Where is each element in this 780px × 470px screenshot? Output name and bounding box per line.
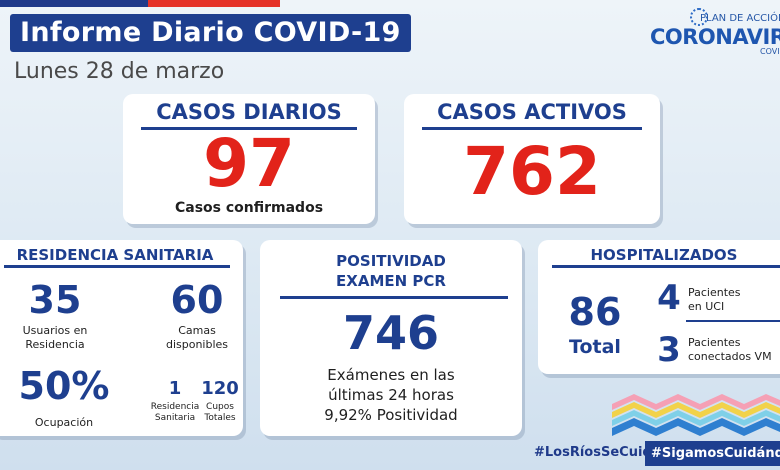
usuarios-value: 35	[28, 278, 82, 322]
casos-diarios-card: CASOS DIARIOS 97 Casos confirmados	[123, 94, 375, 224]
camas-value: 60	[170, 278, 224, 322]
positividad-title-2: EXAMEN PCR	[336, 272, 446, 290]
hospitalizados-card: HOSPITALIZADOS 86 Total 4 Pacientes en U…	[538, 240, 780, 374]
residencias-label-2: Sanitaria	[154, 413, 196, 423]
cupos-value: 120	[201, 378, 239, 399]
casos-diarios-title: CASOS DIARIOS	[156, 100, 342, 124]
positividad-line-2: últimas 24 horas	[328, 386, 454, 404]
cupos-label-2: Totales	[204, 413, 236, 423]
hospitalizados-total-label: Total	[569, 336, 621, 358]
report-date: Lunes 28 de marzo	[14, 59, 225, 84]
uci-value: 4	[657, 278, 681, 318]
camas-label-2: disponibles	[165, 338, 229, 351]
coronavirus-logo: PLAN DE ACCIÓN CORONAVIRUS COVID	[650, 8, 780, 58]
usuarios-label-1: Usuarios en	[22, 324, 88, 337]
hashtag-los-rios: #LosRíosSeCuida	[534, 445, 661, 460]
positividad-line-1: Exámenes en las	[327, 366, 455, 384]
residencia-title: RESIDENCIA SANITARIA	[16, 246, 214, 264]
ocupacion-label: Ocupación	[34, 416, 94, 429]
positividad-title-1: POSITIVIDAD	[336, 252, 446, 270]
residencias-label-1: Residencia	[150, 402, 200, 412]
vm-value: 3	[657, 330, 681, 370]
top-color-bar	[0, 0, 780, 7]
usuarios-label-2: Residencia	[25, 338, 85, 351]
page-title: Informe Diario COVID-19	[10, 14, 411, 52]
cupos-label-1: Cupos	[206, 402, 234, 412]
casos-diarios-value: 97	[203, 125, 295, 202]
casos-activos-title: CASOS ACTIVOS	[437, 100, 627, 124]
top-bar-red	[148, 0, 280, 7]
logo-plan-text: PLAN DE ACCIÓN	[700, 13, 780, 24]
hashtag-sigamos: #SigamosCuidándonos	[645, 441, 780, 466]
positividad-card: POSITIVIDAD EXAMEN PCR 746 Exámenes en l…	[260, 240, 522, 436]
decorative-waves	[612, 394, 780, 436]
logo-sub-text: COVID	[760, 47, 780, 56]
camas-label-1: Camas	[178, 324, 216, 337]
sun-icon	[690, 8, 708, 26]
uci-label-2: en UCI	[688, 300, 725, 313]
logo-name-text: CORONAVIRUS	[650, 25, 780, 49]
uci-label-1: Pacientes	[688, 286, 741, 299]
hospitalizados-title: HOSPITALIZADOS	[590, 246, 738, 264]
positividad-value: 746	[342, 306, 440, 360]
ocupacion-value: 50%	[18, 364, 110, 408]
positividad-line-3: 9,92% Positividad	[324, 406, 458, 424]
residencias-value: 1	[168, 378, 182, 399]
casos-activos-value: 762	[463, 133, 601, 210]
vm-label-1: Pacientes	[688, 336, 741, 349]
hospitalizados-total-value: 86	[568, 290, 622, 334]
top-bar-blue	[0, 0, 148, 7]
casos-activos-card: CASOS ACTIVOS 762	[404, 94, 660, 224]
residencia-sanitaria-card: RESIDENCIA SANITARIA 35 Usuarios en Resi…	[0, 240, 243, 436]
vm-label-2: conectados VM	[688, 350, 772, 363]
casos-diarios-label: Casos confirmados	[174, 200, 324, 216]
